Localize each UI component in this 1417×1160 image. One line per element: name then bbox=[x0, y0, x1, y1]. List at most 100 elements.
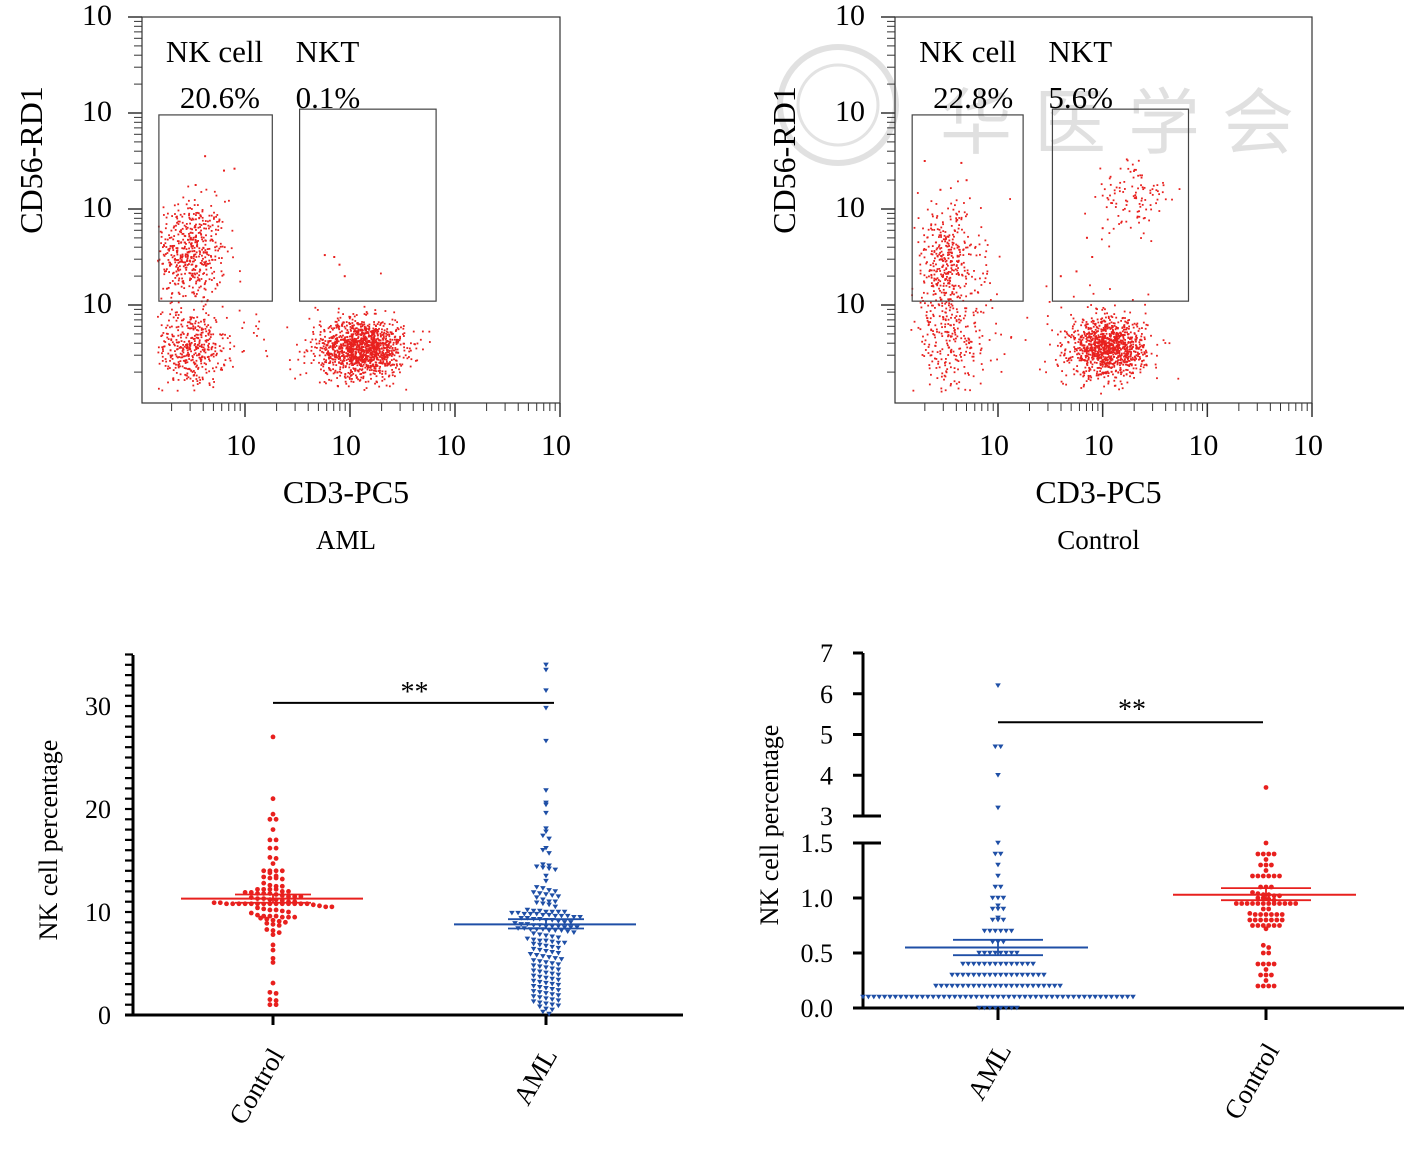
event-point bbox=[415, 347, 418, 350]
event-point bbox=[919, 328, 922, 331]
event-point bbox=[973, 322, 976, 325]
event-point bbox=[1106, 327, 1109, 330]
event-point bbox=[193, 199, 196, 201]
data-point bbox=[546, 899, 552, 905]
event-point bbox=[207, 262, 210, 265]
event-point bbox=[1156, 190, 1159, 193]
event-point bbox=[339, 350, 342, 353]
event-point bbox=[1154, 363, 1157, 366]
event-point bbox=[923, 240, 926, 243]
event-point bbox=[168, 271, 171, 273]
data-point bbox=[981, 961, 988, 967]
event-point bbox=[1110, 202, 1112, 204]
event-point bbox=[198, 341, 201, 343]
event-point bbox=[164, 358, 167, 360]
event-point bbox=[354, 350, 357, 353]
event-point bbox=[375, 363, 378, 366]
event-point bbox=[329, 356, 332, 358]
event-point bbox=[1105, 325, 1108, 328]
event-point bbox=[368, 339, 371, 342]
event-point bbox=[184, 295, 187, 297]
event-point bbox=[967, 235, 969, 238]
event-point bbox=[194, 241, 197, 244]
data-point bbox=[279, 876, 285, 882]
event-point bbox=[1106, 312, 1108, 315]
flow-plot-control: 100101102103100101102103CD3-PC5CD56-RD1C… bbox=[766, 0, 1323, 555]
event-point bbox=[943, 378, 945, 381]
event-point bbox=[354, 320, 357, 322]
event-point bbox=[1100, 357, 1103, 360]
event-point bbox=[324, 335, 326, 338]
event-point bbox=[337, 307, 340, 310]
event-point bbox=[952, 338, 955, 341]
event-point bbox=[1083, 330, 1085, 333]
event-point bbox=[952, 269, 955, 272]
event-point bbox=[1120, 371, 1122, 374]
event-point bbox=[383, 354, 385, 356]
event-point bbox=[1089, 337, 1092, 340]
y-tick-label: 10 bbox=[82, 287, 112, 320]
event-point bbox=[948, 302, 951, 305]
data-point bbox=[267, 816, 273, 822]
event-point bbox=[343, 275, 346, 278]
event-point bbox=[1045, 371, 1047, 374]
event-point bbox=[933, 251, 936, 253]
event-point bbox=[1108, 337, 1111, 340]
event-point bbox=[930, 273, 933, 276]
data-point bbox=[965, 961, 972, 967]
event-point bbox=[362, 363, 365, 366]
event-point bbox=[1107, 348, 1110, 351]
event-point bbox=[189, 277, 192, 280]
event-point bbox=[376, 358, 378, 361]
event-point bbox=[934, 336, 937, 339]
event-point bbox=[380, 347, 383, 350]
event-point bbox=[966, 325, 969, 328]
event-point bbox=[1096, 357, 1099, 360]
event-point bbox=[223, 364, 226, 367]
event-point bbox=[352, 333, 355, 336]
data-point bbox=[524, 907, 531, 913]
event-point bbox=[368, 325, 371, 328]
data-point bbox=[1258, 972, 1263, 978]
event-point bbox=[951, 269, 953, 271]
event-point bbox=[958, 210, 960, 213]
event-point bbox=[1080, 324, 1083, 327]
data-point bbox=[543, 845, 549, 851]
event-point bbox=[396, 348, 399, 351]
event-point bbox=[339, 343, 342, 346]
event-point bbox=[956, 269, 959, 272]
event-point bbox=[203, 343, 206, 346]
event-point bbox=[193, 292, 196, 295]
event-point bbox=[204, 281, 207, 284]
event-point bbox=[343, 325, 346, 328]
event-point bbox=[977, 234, 980, 237]
event-point bbox=[184, 362, 187, 364]
event-point bbox=[1129, 358, 1132, 360]
event-point bbox=[944, 240, 946, 243]
event-point bbox=[1119, 167, 1122, 170]
event-point bbox=[173, 343, 175, 346]
event-point bbox=[373, 337, 376, 340]
event-point bbox=[340, 345, 343, 348]
event-point bbox=[171, 354, 174, 357]
event-point bbox=[361, 368, 364, 371]
event-point bbox=[364, 346, 367, 349]
event-point bbox=[195, 280, 198, 283]
event-point bbox=[375, 341, 377, 344]
event-point bbox=[173, 204, 176, 207]
event-point bbox=[178, 346, 181, 349]
event-point bbox=[927, 321, 930, 323]
event-point bbox=[920, 296, 923, 299]
event-point bbox=[941, 310, 944, 313]
event-point bbox=[1118, 349, 1121, 352]
data-point bbox=[543, 667, 549, 673]
data-point bbox=[273, 868, 279, 874]
event-point bbox=[939, 289, 941, 292]
event-point bbox=[213, 211, 215, 214]
event-point bbox=[1098, 346, 1101, 349]
event-point bbox=[1095, 312, 1098, 315]
data-point bbox=[1263, 912, 1269, 917]
data-point bbox=[1019, 961, 1026, 967]
event-point bbox=[967, 373, 970, 376]
event-point bbox=[948, 286, 951, 288]
